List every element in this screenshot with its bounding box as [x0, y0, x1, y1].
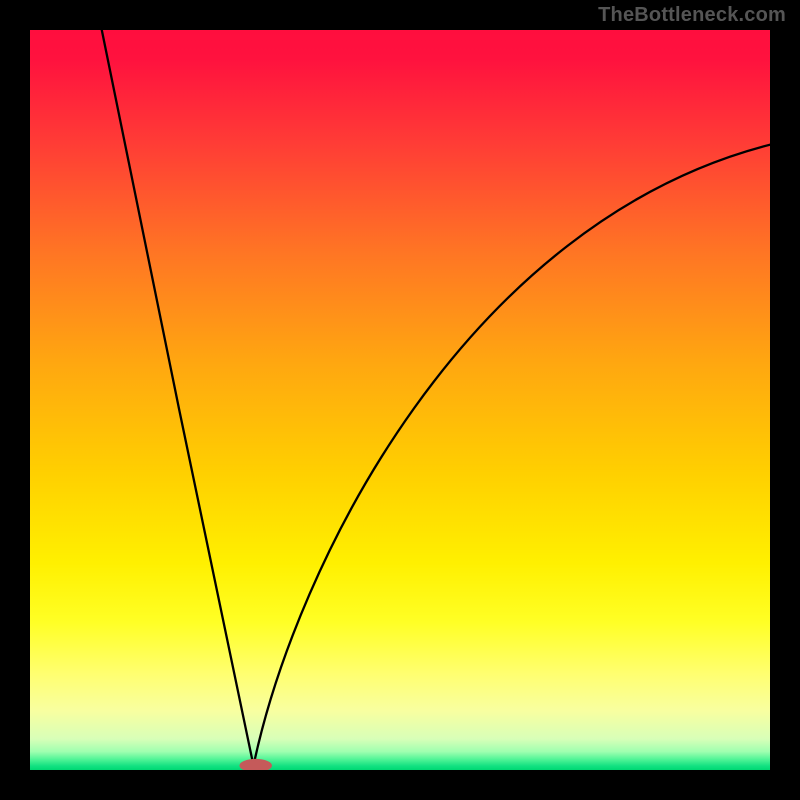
bottleneck-curve-chart: [0, 0, 800, 800]
chart-container: TheBottleneck.com: [0, 0, 800, 800]
watermark-text: TheBottleneck.com: [598, 4, 786, 27]
gradient-background: [30, 30, 770, 770]
